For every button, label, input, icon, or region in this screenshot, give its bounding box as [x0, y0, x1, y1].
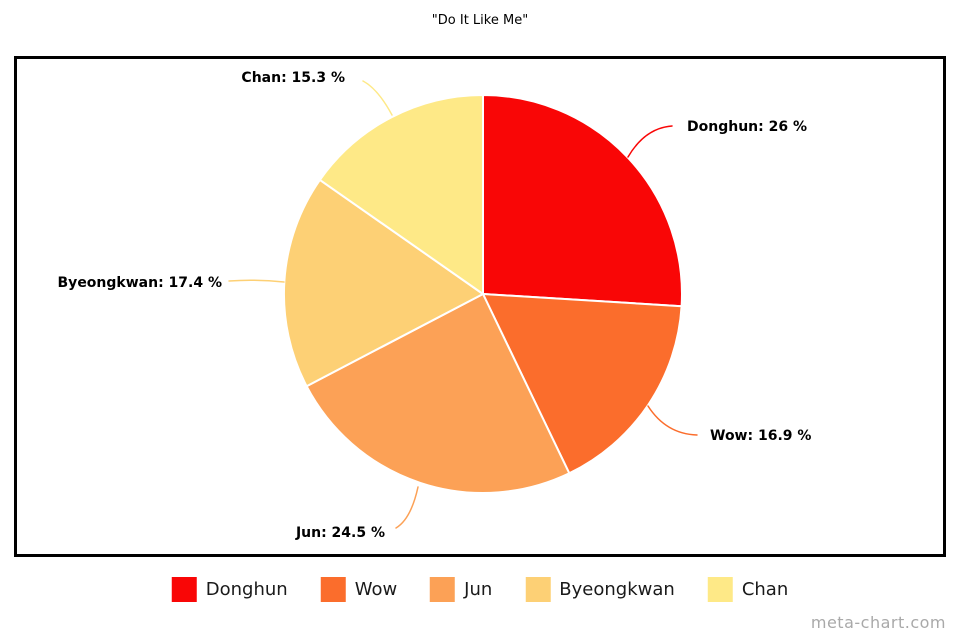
leader-line-wow: [647, 405, 698, 436]
legend-swatch-byeongkwan: [525, 577, 551, 602]
pie-slice-wow: [482, 293, 683, 475]
legend-label: Byeongkwan: [559, 579, 675, 600]
leader-line-byeongkwan: [228, 279, 285, 283]
slice-label-byeongkwan: Byeongkwan: 17.4 %: [57, 275, 222, 291]
legend: Donghun Wow Jun Byeongkwan Chan: [171, 577, 789, 602]
slice-label-chan: Chan: 15.3 %: [241, 70, 345, 86]
legend-item-donghun: Donghun: [171, 577, 288, 602]
pie-slice-byeongkwan: [282, 178, 484, 388]
legend-item-chan: Chan: [707, 577, 789, 602]
legend-label: Wow: [354, 579, 398, 600]
leader-line-jun: [395, 486, 419, 529]
chart-title: "Do It Like Me": [431, 13, 529, 28]
legend-swatch-wow: [320, 577, 346, 602]
slice-label-jun: Jun: 24.5 %: [295, 525, 385, 541]
legend-item-byeongkwan: Byeongkwan: [525, 577, 675, 602]
legend-item-jun: Jun: [430, 577, 492, 602]
pie-slice-chan: [318, 94, 484, 295]
legend-item-wow: Wow: [320, 577, 398, 602]
legend-label: Donghun: [205, 579, 288, 600]
slice-label-wow: Wow: 16.9 %: [710, 428, 812, 444]
leader-line-chan: [362, 80, 393, 116]
pie-slice-jun: [305, 293, 571, 495]
slice-label-donghun: Donghun: 26 %: [687, 119, 807, 135]
legend-label: Chan: [741, 579, 789, 600]
legend-label: Jun: [464, 579, 493, 600]
legend-swatch-donghun: [171, 577, 197, 602]
watermark: meta-chart.com: [810, 613, 946, 632]
leader-line-donghun: [627, 125, 673, 158]
legend-swatch-jun: [430, 577, 456, 602]
pie-slice-donghun: [482, 94, 683, 308]
legend-swatch-chan: [707, 577, 733, 602]
